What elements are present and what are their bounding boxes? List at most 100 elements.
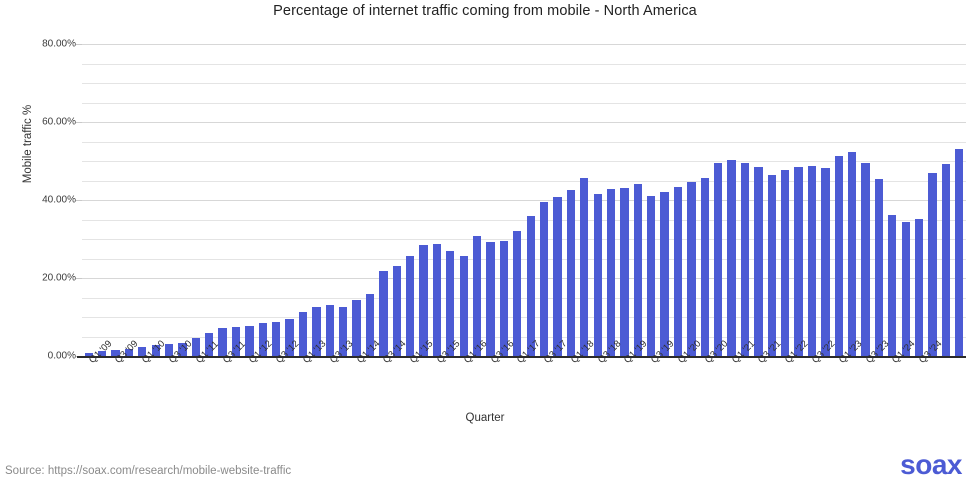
- bar[interactable]: [124, 348, 134, 356]
- bar[interactable]: [807, 166, 817, 356]
- bar[interactable]: [606, 189, 616, 356]
- gridline: [82, 278, 966, 279]
- gridline: [82, 317, 966, 318]
- bar[interactable]: [941, 164, 951, 356]
- plot-area: [77, 44, 966, 358]
- bar[interactable]: [620, 187, 629, 356]
- bar[interactable]: [781, 170, 790, 356]
- y-axis-tick-labels: 0.00% 20.00% 40.00% 60.00% 80.00%: [0, 39, 82, 362]
- bar-series: [82, 44, 966, 356]
- gridline: [82, 297, 966, 299]
- bar[interactable]: [847, 152, 857, 356]
- gridline: [82, 336, 966, 338]
- x-axis-baseline: [77, 356, 966, 358]
- y-axis-tick-mark: [76, 44, 82, 45]
- x-axis-title: Quarter: [465, 412, 505, 424]
- bar[interactable]: [553, 196, 562, 356]
- page-title: Percentage of internet traffic coming fr…: [273, 3, 697, 19]
- bar[interactable]: [647, 196, 656, 356]
- bar[interactable]: [794, 167, 803, 356]
- bar[interactable]: [526, 216, 535, 356]
- gridline: [82, 239, 966, 240]
- bar[interactable]: [138, 347, 147, 356]
- bar[interactable]: [874, 178, 884, 356]
- bar[interactable]: [714, 162, 723, 356]
- y-axis-tick-label: 60.00%: [42, 116, 76, 128]
- bar[interactable]: [218, 327, 227, 356]
- bar[interactable]: [499, 240, 509, 356]
- gridline: [82, 44, 966, 45]
- bar[interactable]: [539, 202, 549, 356]
- gridline: [82, 122, 966, 123]
- bar[interactable]: [379, 270, 388, 356]
- y-axis-tick-mark: [76, 200, 82, 201]
- bar[interactable]: [245, 326, 254, 356]
- bar[interactable]: [580, 178, 589, 356]
- source-note: Source: https://soax.com/research/mobile…: [5, 465, 292, 477]
- bar[interactable]: [687, 182, 696, 356]
- y-axis-tick-label: 40.00%: [42, 194, 76, 206]
- bar[interactable]: [486, 242, 495, 356]
- x-axis-tick-labels: Q1 '09 Q3 '09 Q1 '10 Q3 '10 Q1 '11 Q3 '11 Q1 '…: [82, 338, 966, 408]
- bar[interactable]: [258, 323, 267, 356]
- bar[interactable]: [821, 168, 830, 356]
- gridline: [82, 83, 966, 84]
- bar[interactable]: [928, 173, 937, 356]
- bar[interactable]: [727, 160, 736, 356]
- gridline: [82, 200, 966, 201]
- bar[interactable]: [365, 293, 375, 356]
- bar[interactable]: [861, 163, 870, 356]
- y-axis-tick-mark: [76, 122, 82, 123]
- bar[interactable]: [767, 175, 776, 356]
- bar[interactable]: [754, 167, 763, 356]
- bar[interactable]: [914, 218, 924, 356]
- bar[interactable]: [419, 245, 428, 356]
- bar[interactable]: [285, 319, 294, 356]
- bar[interactable]: [593, 193, 602, 356]
- bar[interactable]: [740, 162, 750, 356]
- bar[interactable]: [513, 231, 522, 356]
- y-axis-tick-label: 20.00%: [42, 272, 76, 284]
- gridline: [82, 180, 966, 182]
- soax-logo: soax: [900, 449, 962, 480]
- bar[interactable]: [700, 178, 709, 356]
- bar[interactable]: [164, 343, 174, 356]
- bar[interactable]: [405, 256, 415, 356]
- gridline: [82, 161, 966, 162]
- bar[interactable]: [392, 266, 401, 356]
- bar[interactable]: [955, 149, 964, 356]
- bar[interactable]: [151, 345, 160, 356]
- bar[interactable]: [660, 192, 669, 356]
- bar[interactable]: [446, 250, 455, 356]
- bar[interactable]: [325, 304, 334, 356]
- bar[interactable]: [272, 321, 281, 356]
- bar[interactable]: [633, 183, 642, 356]
- bar[interactable]: [205, 333, 214, 356]
- bar[interactable]: [111, 349, 120, 356]
- bar[interactable]: [888, 214, 897, 356]
- gridline: [82, 258, 966, 260]
- bar[interactable]: [901, 221, 910, 356]
- bar[interactable]: [459, 256, 468, 356]
- gridlines: [82, 44, 966, 357]
- bar[interactable]: [566, 189, 576, 356]
- bar[interactable]: [231, 327, 241, 356]
- bar[interactable]: [191, 338, 200, 356]
- bar[interactable]: [97, 350, 107, 356]
- gridline: [82, 102, 966, 104]
- bar[interactable]: [339, 306, 348, 356]
- bar[interactable]: [298, 311, 308, 356]
- gridline: [82, 141, 966, 143]
- bar[interactable]: [673, 186, 683, 356]
- bar[interactable]: [432, 244, 442, 356]
- bar[interactable]: [178, 342, 187, 356]
- bar[interactable]: [352, 299, 361, 356]
- bar[interactable]: [312, 306, 321, 356]
- bar[interactable]: [834, 155, 843, 356]
- bar[interactable]: [472, 235, 482, 356]
- y-axis-tick-label: 80.00%: [42, 38, 76, 50]
- bar[interactable]: [84, 352, 93, 356]
- gridline: [82, 219, 966, 221]
- gridline: [82, 63, 966, 65]
- y-axis-tick-label: 0.00%: [47, 350, 76, 362]
